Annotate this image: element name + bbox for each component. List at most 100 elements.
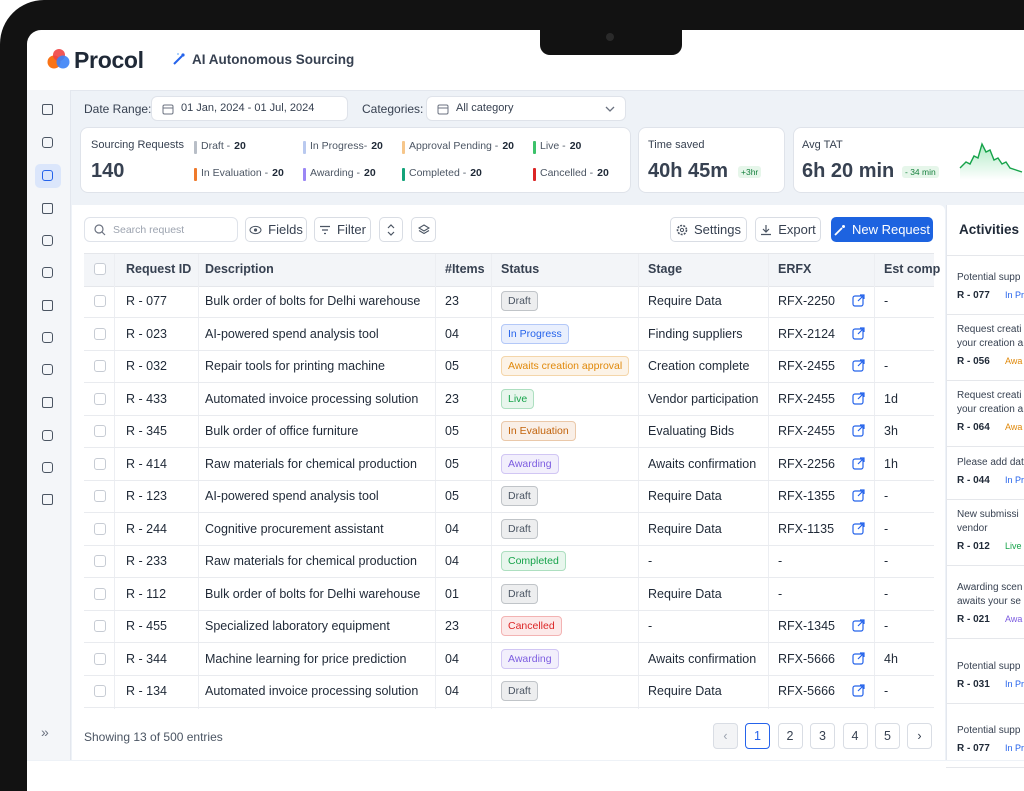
sidebar-icon[interactable] — [42, 137, 53, 148]
layers-button[interactable] — [411, 217, 436, 242]
activity-id: R - 077 — [957, 290, 990, 301]
erfx-link[interactable] — [852, 619, 865, 632]
status-count-value: 20 — [597, 167, 609, 179]
page-button[interactable]: 2 — [777, 723, 803, 749]
page-button[interactable]: 5 — [875, 723, 900, 749]
cell-items: 23 — [445, 619, 459, 633]
cell-stage: - — [648, 619, 653, 633]
row-checkbox[interactable] — [94, 327, 106, 340]
row-checkbox[interactable] — [94, 457, 106, 470]
cell-est: - — [884, 294, 889, 308]
erfx-link[interactable] — [852, 359, 865, 372]
cell-erfx: RFX-1345 — [778, 619, 835, 633]
status-color-bar — [194, 168, 197, 181]
erfx-link[interactable] — [852, 326, 865, 340]
cell-erfx: - — [778, 554, 783, 568]
activity-text: your creation a — [957, 338, 1024, 349]
header-checkbox[interactable] — [94, 263, 106, 275]
column-divider — [874, 254, 875, 709]
sidebar-icon[interactable] — [42, 462, 53, 473]
column-header: ERFX — [778, 262, 812, 276]
cell-stage: Require Data — [648, 521, 722, 536]
row-divider — [84, 707, 934, 709]
row-checkbox[interactable] — [94, 392, 106, 405]
filter-label: Filter — [337, 222, 366, 237]
row-checkbox[interactable] — [94, 652, 106, 665]
cell-erfx: RFX-2124 — [778, 326, 835, 341]
cell-id: R - 233 — [126, 554, 167, 568]
erfx-link[interactable] — [852, 294, 865, 307]
row-checkbox[interactable] — [94, 620, 106, 632]
brand-logo — [47, 49, 70, 69]
page-button[interactable]: 1 — [745, 723, 770, 749]
activity-divider — [946, 499, 1024, 500]
row-checkbox[interactable] — [94, 555, 106, 567]
cell-description: Automated invoice processing solution — [205, 391, 419, 406]
status-color-bar — [533, 168, 536, 181]
page-button[interactable]: 4 — [842, 723, 868, 749]
status-badge: Draft — [501, 291, 538, 311]
column-divider — [435, 254, 436, 709]
erfx-link[interactable] — [852, 424, 865, 437]
erfx-link[interactable] — [852, 684, 865, 697]
erfx-link[interactable] — [852, 521, 865, 535]
row-checkbox[interactable] — [94, 522, 106, 535]
settings-button[interactable]: Settings — [670, 217, 747, 242]
avg-tat-delta: - 34 min — [902, 166, 939, 178]
avg-tat-label: Avg TAT — [802, 139, 843, 151]
status-label: Approval Pending - — [409, 140, 499, 152]
sidebar-icon[interactable] — [42, 494, 53, 505]
sidebar-icon[interactable] — [42, 170, 53, 181]
sidebar-icon[interactable] — [42, 267, 53, 278]
column-header: Status — [501, 262, 540, 276]
row-checkbox[interactable] — [94, 425, 106, 437]
cell-stage: Vendor participation — [648, 391, 759, 406]
sort-button[interactable] — [379, 217, 403, 242]
erfx-link[interactable] — [852, 651, 865, 665]
erfx-link[interactable] — [852, 391, 865, 405]
sidebar-expand[interactable]: » — [41, 724, 49, 740]
row-checkbox[interactable] — [94, 587, 106, 600]
export-button[interactable]: Export — [755, 217, 821, 242]
status-count: Completed -20 — [409, 167, 482, 179]
sidebar-icon[interactable] — [42, 397, 53, 408]
cell-id: R - 032 — [126, 359, 167, 373]
cell-est: - — [884, 521, 889, 536]
next-page[interactable]: › — [907, 723, 932, 749]
sidebar-icon[interactable] — [42, 300, 53, 311]
row-checkbox[interactable] — [94, 295, 106, 307]
sidebar-icon[interactable] — [42, 332, 53, 343]
category-select[interactable]: All category — [426, 96, 626, 121]
cell-id: R - 134 — [126, 684, 167, 698]
prev-page[interactable]: ‹ — [713, 723, 738, 749]
erfx-link[interactable] — [852, 456, 865, 470]
column-header: #Items — [445, 262, 485, 276]
date-range-value: 01 Jan, 2024 - 01 Jul, 2024 — [181, 102, 315, 114]
sidebar-icon[interactable] — [42, 235, 53, 246]
row-checkbox[interactable] — [94, 685, 106, 697]
row-checkbox[interactable] — [94, 490, 106, 502]
cell-id: R - 244 — [126, 521, 167, 536]
status-count: Live -20 — [540, 140, 581, 152]
sidebar-icon[interactable] — [42, 430, 53, 441]
search-input[interactable]: Search request — [84, 217, 238, 242]
sidebar-icon[interactable] — [42, 364, 53, 375]
sourcing-label: Sourcing Requests — [91, 139, 184, 151]
fields-button[interactable]: Fields — [245, 217, 307, 242]
status-badge: Awarding — [501, 453, 559, 474]
cell-description: Raw materials for chemical production — [205, 456, 417, 471]
date-range-input[interactable]: 01 Jan, 2024 - 01 Jul, 2024 — [151, 96, 348, 121]
status-color-bar — [303, 168, 306, 181]
sidebar-icon[interactable] — [42, 203, 53, 214]
erfx-link[interactable] — [852, 489, 865, 502]
page-button[interactable]: 3 — [810, 723, 835, 749]
row-checkbox[interactable] — [94, 360, 106, 372]
activity-text: vendor — [957, 523, 988, 534]
cell-est: - — [884, 586, 889, 601]
cell-id: R - 345 — [126, 424, 167, 438]
sidebar-icon[interactable] — [42, 104, 53, 115]
cell-stage: Evaluating Bids — [648, 424, 735, 438]
sidebar — [27, 90, 71, 760]
filter-button[interactable]: Filter — [314, 217, 371, 242]
new-request-button[interactable]: New Request — [831, 217, 933, 242]
